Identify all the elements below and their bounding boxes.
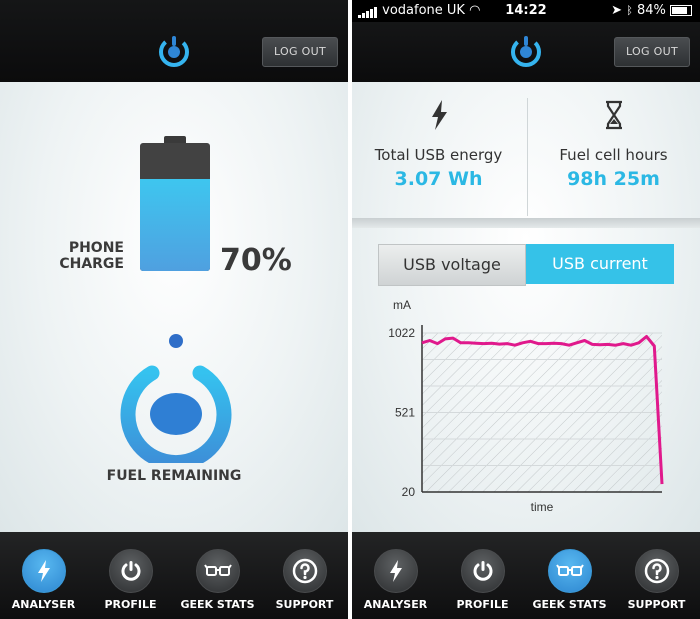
- tab-bar: ANALYSER PROFILE GEEK STATS SUPPORT: [0, 532, 348, 619]
- status-right: ➤ ᛒ 84%: [611, 3, 692, 18]
- status-carrier: vodafone UK ◠: [358, 3, 480, 18]
- app-header: LOG OUT: [0, 0, 348, 82]
- signal-icon: [358, 3, 382, 18]
- tab-geek-stats[interactable]: GEEK STATS: [174, 532, 261, 619]
- chart-series-line: [421, 335, 664, 485]
- fuel-remaining-icon: [120, 334, 232, 463]
- tab-support[interactable]: SUPPORT: [613, 532, 700, 619]
- section-divider: [352, 218, 700, 228]
- usb-energy-title: Total USB energy: [374, 146, 503, 164]
- fuel-hours-value: 98h 25m: [567, 168, 660, 190]
- phone-charge-label-line1: PHONE: [68, 240, 124, 256]
- tab-profile-label: PROFILE: [104, 598, 157, 611]
- app-logo: [159, 36, 189, 67]
- battery-cap: [164, 136, 186, 144]
- usb-current-tab[interactable]: USB current: [526, 244, 674, 284]
- stats-separator: [527, 98, 528, 216]
- hourglass-icon: [606, 100, 622, 130]
- tab-analyser-label: ANALYSER: [11, 598, 76, 611]
- chart-y-label: mA: [393, 298, 411, 312]
- chart-y-tick-label: 1022: [388, 326, 415, 340]
- usb-current-chart: 1022 521 20 mA time: [388, 298, 664, 514]
- battery-fill: [140, 178, 210, 271]
- chart-x-label: time: [531, 500, 554, 514]
- tab-geek-stats-label: GEEK STATS: [532, 598, 607, 611]
- tab-profile[interactable]: PROFILE: [87, 532, 174, 619]
- lightning-icon: [38, 560, 50, 582]
- tab-profile-label: PROFILE: [456, 598, 509, 611]
- question-icon: [292, 558, 318, 584]
- battery-percent: 70%: [220, 243, 292, 278]
- logout-button[interactable]: LOG OUT: [262, 37, 338, 67]
- power-icon: [473, 561, 493, 581]
- glasses-icon: [204, 564, 232, 576]
- status-battery-icon: [670, 5, 692, 16]
- fuel-hours-title: Fuel cell hours: [559, 146, 668, 164]
- phone-battery-gauge: [140, 143, 210, 271]
- chart-y-tick-label: 521: [395, 406, 415, 420]
- question-icon: [644, 558, 670, 584]
- bluetooth-icon: ᛒ: [626, 4, 633, 17]
- location-icon: ➤: [611, 3, 623, 18]
- status-time: 14:22: [505, 3, 547, 18]
- phone-charge-label: PHONE CHARGE: [58, 240, 124, 272]
- tab-support[interactable]: SUPPORT: [261, 532, 348, 619]
- tab-analyser[interactable]: ANALYSER: [352, 532, 439, 619]
- tab-profile-button: [461, 549, 505, 593]
- geek-stats-screen: vodafone UK ◠ 14:22 ➤ ᛒ 84% LOG OUT Tota…: [352, 0, 700, 619]
- app-logo: [511, 36, 541, 67]
- logout-button[interactable]: LOG OUT: [614, 37, 690, 67]
- tab-support-label: SUPPORT: [627, 598, 686, 611]
- tab-support-button: [635, 549, 679, 593]
- tab-geek-stats-button: [196, 549, 240, 593]
- status-bar: vodafone UK ◠ 14:22 ➤ ᛒ 84%: [352, 0, 700, 22]
- chart-y-tick-label: 20: [402, 485, 416, 499]
- tab-geek-stats-label: GEEK STATS: [180, 598, 255, 611]
- battery-percent-status: 84%: [636, 3, 666, 18]
- tab-geek-stats-button: [548, 549, 592, 593]
- tab-support-button: [283, 549, 327, 593]
- glasses-icon: [556, 564, 584, 576]
- phone-charge-label-line2: CHARGE: [59, 256, 124, 272]
- tab-profile[interactable]: PROFILE: [439, 532, 526, 619]
- app-header: LOG OUT: [352, 22, 700, 82]
- usb-voltage-tab[interactable]: USB voltage: [378, 244, 526, 286]
- tab-support-label: SUPPORT: [275, 598, 334, 611]
- tab-analyser-label: ANALYSER: [363, 598, 428, 611]
- usb-energy-stat: Total USB energy 3.07 Wh: [352, 82, 525, 217]
- wifi-icon: ◠: [469, 3, 481, 18]
- carrier-name: vodafone UK: [382, 3, 465, 18]
- usb-energy-value: 3.07 Wh: [394, 168, 483, 190]
- tab-geek-stats[interactable]: GEEK STATS: [526, 532, 613, 619]
- fuel-analyser-screen: LOG OUT PHONE CHARGE 70% FUEL REMAINING …: [0, 0, 348, 619]
- lightning-icon: [432, 100, 447, 130]
- power-icon: [121, 561, 141, 581]
- screen-divider: [348, 0, 352, 619]
- tab-analyser[interactable]: ANALYSER: [0, 532, 87, 619]
- tab-bar: ANALYSER PROFILE GEEK STATS SUPPORT: [352, 532, 700, 619]
- fuel-hours-stat: Fuel cell hours 98h 25m: [527, 82, 700, 217]
- tab-profile-button: [109, 549, 153, 593]
- tab-analyser-button: [374, 549, 418, 593]
- lightning-icon: [390, 560, 402, 582]
- tab-analyser-button: [22, 549, 66, 593]
- fuel-remaining-label: FUEL REMAINING: [106, 468, 242, 484]
